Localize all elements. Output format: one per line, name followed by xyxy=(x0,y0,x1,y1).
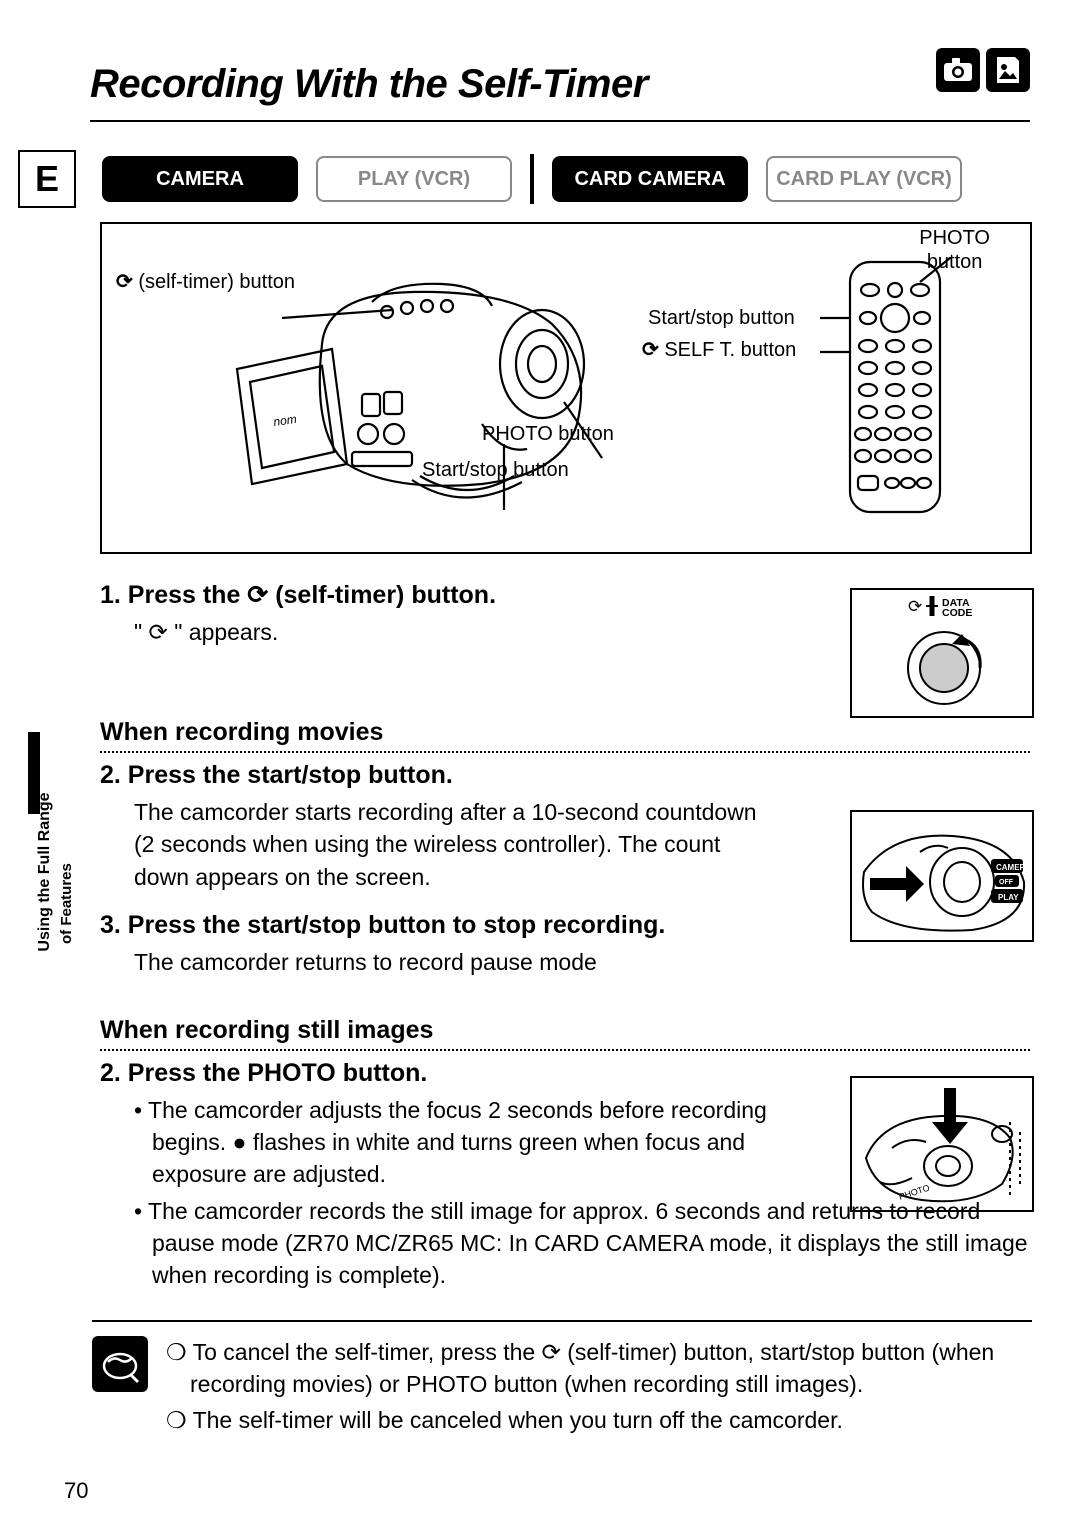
page-title: Recording With the Self-Timer xyxy=(90,62,648,107)
label-self-timer-button: ⟳ (self-timer) button xyxy=(116,270,295,294)
timer-icon: ⟳ xyxy=(116,270,133,294)
svg-text:nom: nom xyxy=(272,412,297,429)
note-1: ❍ To cancel the self-timer, press the ⟳ … xyxy=(166,1336,1032,1400)
camcorder-diagram: nom xyxy=(100,222,1032,554)
step-3m-body: The camcorder returns to record pause mo… xyxy=(134,946,1030,978)
step-2m-body: The camcorder starts recording after a 1… xyxy=(134,796,774,893)
mode-camera: CAMERA xyxy=(102,156,298,202)
note-2: ❍ The self-timer will be canceled when y… xyxy=(166,1404,1032,1436)
step-3m-head: 3. Press the start/stop button to stop r… xyxy=(100,911,1030,940)
title-underline xyxy=(90,120,1030,122)
timer-icon: ⟳ xyxy=(642,338,659,362)
mode-card-play-vcr: CARD PLAY (VCR) xyxy=(766,156,962,202)
bullet-2: • The camcorder records the still image … xyxy=(134,1195,1030,1292)
label-remote-photo: PHOTObutton xyxy=(919,226,990,274)
card-mode-icon xyxy=(986,48,1030,92)
label-remote-start-stop: Start/stop button xyxy=(648,306,795,330)
section-stills: When recording still images xyxy=(100,1016,1030,1051)
camcorder-illustration: nom xyxy=(182,254,642,534)
side-chapter-tab: Using the Full Range of Features xyxy=(28,762,72,1002)
section-movies: When recording movies xyxy=(100,718,1030,753)
page-number: 70 xyxy=(64,1478,88,1504)
step-2m-head: 2. Press the start/stop button. xyxy=(100,761,1030,790)
language-tab-e: E xyxy=(18,150,76,208)
step-1-body: " ⟳ " appears. xyxy=(134,616,1030,648)
note-icon xyxy=(92,1336,148,1392)
mode-separator xyxy=(530,154,534,204)
remote-illustration xyxy=(820,252,970,532)
mode-button-row: CAMERA PLAY (VCR) CARD CAMERA CARD PLAY … xyxy=(102,154,962,204)
mode-card-camera: CARD CAMERA xyxy=(552,156,748,202)
top-mode-icons xyxy=(936,48,1030,92)
notes-box: ❍ To cancel the self-timer, press the ⟳ … xyxy=(92,1320,1032,1441)
instruction-content: 1. Press the ⟳ (self-timer) button. " ⟳ … xyxy=(100,580,1030,1295)
label-start-stop-button: Start/stop button xyxy=(422,458,569,482)
label-remote-self-t: ⟳ SELF T. button xyxy=(642,338,796,362)
camera-mode-icon xyxy=(936,48,980,92)
mode-play-vcr: PLAY (VCR) xyxy=(316,156,512,202)
bullet-1: • The camcorder adjusts the focus 2 seco… xyxy=(134,1094,774,1191)
step-1-head: 1. Press the ⟳ (self-timer) button. xyxy=(100,580,1030,610)
label-photo-button: PHOTO button xyxy=(482,422,614,446)
step-2s-head: 2. Press the PHOTO button. xyxy=(100,1059,1030,1088)
